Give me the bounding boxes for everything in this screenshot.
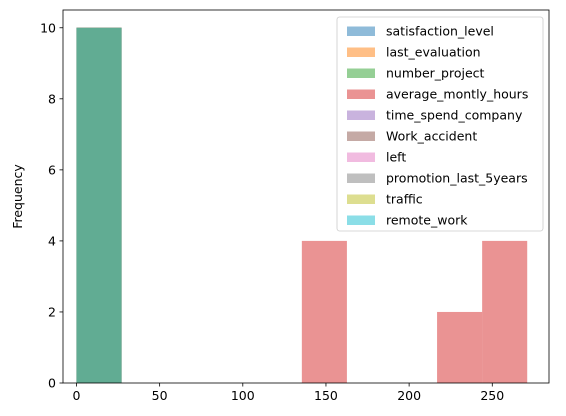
legend-swatch-number_project	[347, 68, 375, 78]
x-tick-label: 0	[72, 388, 80, 403]
legend-label-average_montly_hours: average_montly_hours	[386, 87, 528, 102]
y-axis-title: Frequency	[10, 164, 25, 229]
legend-label-last_evaluation: last_evaluation	[386, 45, 481, 60]
legend-label-remote_work: remote_work	[386, 213, 468, 228]
legend-swatch-satisfaction_level	[347, 26, 375, 36]
legend-label-left: left	[386, 150, 406, 165]
histogram-bars	[76, 27, 528, 384]
legend-swatch-Work_accident	[347, 131, 375, 141]
legend-swatch-traffic	[347, 194, 375, 204]
x-tick-label: 50	[152, 388, 168, 403]
legend: satisfaction_level last_evaluation number_…	[336, 16, 544, 232]
legend-swatch-last_evaluation	[347, 47, 375, 57]
legend-swatch-time_spend_company	[347, 110, 375, 120]
y-tick-label: 4	[48, 233, 56, 248]
legend-swatch-average_montly_hours	[347, 89, 375, 99]
y-tick-label: 8	[48, 91, 56, 106]
axes: 0 50 100 150 200 250 0 2 4 6 8 10 Frequency	[10, 9, 550, 403]
y-tick-label: 2	[48, 304, 56, 319]
x-tick-label: 100	[231, 388, 255, 403]
x-tick-label: 150	[314, 388, 338, 403]
legend-label-satisfaction_level: satisfaction_level	[386, 24, 494, 39]
legend-label-time_spend_company: time_spend_company	[386, 108, 523, 123]
legend-label-promotion_last_5years: promotion_last_5years	[386, 171, 528, 186]
bar-remote_work-bin-0	[76, 27, 122, 384]
x-tick-label: 200	[397, 388, 421, 403]
bar-average_montly_hours-bin-9	[482, 240, 528, 383]
y-tick-label: 6	[48, 162, 56, 177]
legend-box	[336, 16, 544, 232]
legend-swatch-remote_work	[347, 215, 375, 225]
bar-average_montly_hours-bin-8	[437, 311, 483, 383]
x-tick-label: 250	[480, 388, 504, 403]
legend-label-Work_accident: Work_accident	[386, 129, 477, 144]
legend-swatch-promotion_last_5years	[347, 173, 375, 183]
legend-label-number_project: number_project	[386, 66, 485, 81]
legend-label-traffic: traffic	[386, 192, 423, 207]
y-tick-label: 10	[40, 20, 56, 35]
bar-average_montly_hours-bin-5	[301, 240, 347, 383]
y-tick-label: 0	[48, 376, 56, 391]
legend-swatch-left	[347, 152, 375, 162]
plot-frame	[62, 9, 550, 384]
